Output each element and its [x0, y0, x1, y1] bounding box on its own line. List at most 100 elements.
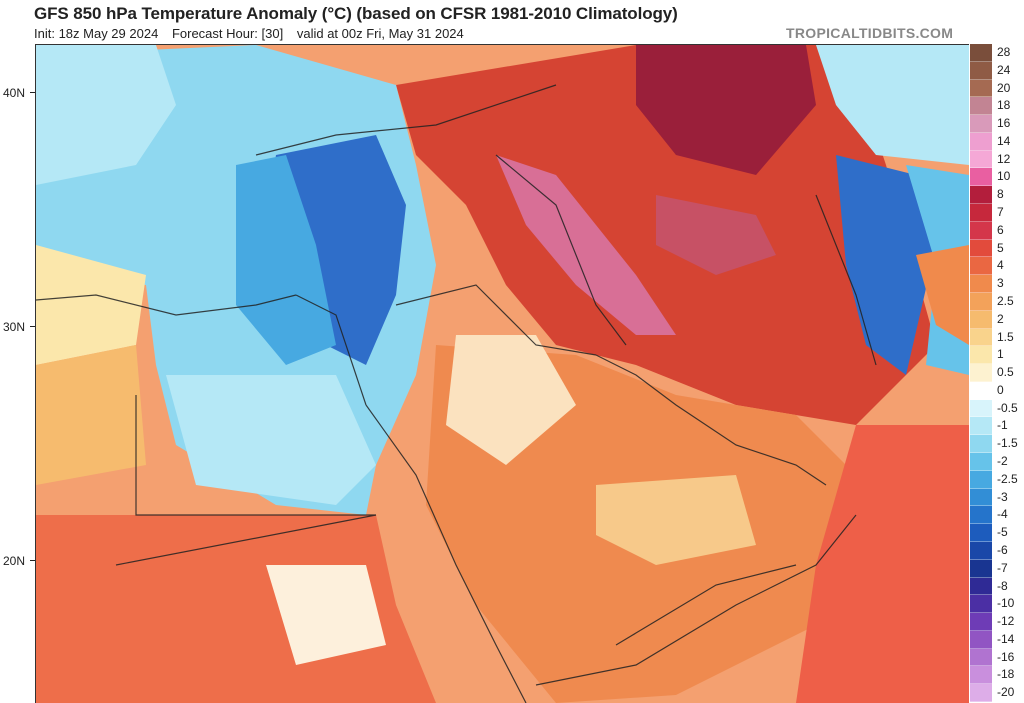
colorbar-label: 6 [997, 222, 1004, 237]
egypt-light-cold [166, 375, 376, 505]
lat-tick-30n [30, 326, 35, 327]
colorbar-swatch [970, 524, 992, 542]
colorbar-row: -1 [970, 417, 1024, 436]
colorbar-label: -3 [997, 489, 1008, 504]
lat-label-40n: 40N [3, 86, 26, 100]
colorbar-label: 24 [997, 62, 1011, 77]
colorbar-swatch [970, 239, 992, 258]
extreme-anomaly-north [636, 45, 816, 175]
colorbar-row: 8 [970, 186, 1024, 205]
colorbar-row: -0.5 [970, 399, 1024, 418]
valid-time: valid at 00z Fri, May 31 2024 [296, 26, 464, 41]
colorbar-swatch [970, 186, 992, 205]
colorbar-label: 28 [997, 45, 1011, 59]
colorbar-row: 10 [970, 168, 1024, 187]
colorbar-row: 12 [970, 150, 1024, 169]
colorbar-swatch [970, 310, 992, 329]
colorbar-swatch [970, 115, 992, 133]
colorbar-swatch [970, 577, 992, 596]
lat-label-20n: 20N [3, 554, 26, 568]
colorbar-row: 7 [970, 204, 1024, 222]
colorbar-swatch [970, 168, 992, 187]
colorbar-swatch [970, 61, 992, 80]
colorbar-swatch [970, 435, 992, 454]
colorbar-label: 4 [997, 258, 1004, 273]
colorbar-row: 0.5 [970, 364, 1024, 382]
colorbar-swatch [970, 648, 992, 667]
anomaly-field [36, 45, 969, 703]
colorbar-row: -3 [970, 488, 1024, 507]
colorbar-row: 5 [970, 239, 1024, 258]
colorbar-label: 16 [997, 116, 1011, 131]
colorbar-label: -2.5 [997, 471, 1018, 486]
coastline-arabia-south [535, 514, 857, 686]
map-header: GFS 850 hPa Temperature Anomaly (°C) (ba… [0, 0, 1024, 44]
colorbar-swatch [970, 79, 992, 98]
lat-tick-20n [30, 560, 35, 561]
colorbar-row: -20 [970, 684, 1024, 702]
colorbar-row: 16 [970, 115, 1024, 133]
coastline-levant [295, 294, 367, 406]
colorbar-label: -12 [997, 614, 1015, 629]
colorbar-swatch [970, 613, 992, 631]
colorbar-swatch [970, 506, 992, 525]
coastline-gulf [595, 354, 827, 486]
colorbar-row: -2 [970, 453, 1024, 471]
colorbar-label: 0 [997, 382, 1004, 397]
colorbar-label: 5 [997, 240, 1004, 255]
colorbar-swatch [970, 417, 992, 436]
arabia-yellow-patch [596, 475, 756, 565]
colorbar-label: 14 [997, 133, 1011, 148]
colorbar-row: 14 [970, 132, 1024, 151]
colorbar-label: -6 [997, 542, 1008, 557]
colorbar-label: 1 [997, 347, 1004, 362]
colorbar-swatch [970, 150, 992, 169]
coastline-red-sea [365, 404, 527, 703]
colorbar-row: 20 [970, 79, 1024, 98]
border-turkey [255, 84, 557, 156]
colorbar-row: 2 [970, 310, 1024, 329]
colorbar-row: -1.5 [970, 435, 1024, 454]
colorbar-row: -14 [970, 630, 1024, 649]
libya-warm-patch [36, 345, 146, 485]
colorbar-label: -18 [997, 667, 1015, 682]
cold-core-levant [266, 135, 406, 365]
colorbar-row: -8 [970, 577, 1024, 596]
colorbar-swatch [970, 221, 992, 240]
anomaly-map[interactable] [35, 44, 969, 703]
colorbar-swatch [970, 470, 992, 489]
colorbar-swatch [970, 364, 992, 382]
colorbar-label: -4 [997, 507, 1008, 522]
colorbar-row: 1 [970, 346, 1024, 365]
colorbar-label: -1.5 [997, 436, 1018, 451]
border-sudan [115, 514, 377, 566]
colorbar-label: 1.5 [997, 329, 1014, 344]
border-iran-pakistan [815, 194, 877, 366]
colorbar-label: -1 [997, 418, 1008, 433]
colorbar-swatch [970, 292, 992, 311]
colorbar-swatch [970, 346, 992, 365]
colorbar-row: -7 [970, 559, 1024, 578]
colorbar-label: 2.5 [997, 293, 1014, 308]
colorbar-swatch [970, 488, 992, 507]
colorbar-swatch [970, 559, 992, 578]
coastline-mediterranean [36, 294, 297, 316]
colorbar-row: 3 [970, 275, 1024, 293]
colorbar-swatch [970, 275, 992, 293]
colorbar-row: 28 [970, 44, 1024, 62]
colorbar-label: -0.5 [997, 400, 1018, 415]
border-saudi-north [395, 284, 597, 356]
colorbar-row: 2.5 [970, 292, 1024, 311]
colorbar-label: 7 [997, 205, 1004, 220]
colorbar-swatch [970, 44, 992, 62]
lat-tick-40n [30, 92, 35, 93]
colorbar-swatch [970, 630, 992, 649]
colorbar-row: -16 [970, 648, 1024, 667]
map-subtitle: Init: 18z May 29 2024 Forecast Hour: [30… [34, 26, 474, 41]
map-title: GFS 850 hPa Temperature Anomaly (°C) (ba… [34, 4, 678, 23]
colorbar-label: -10 [997, 596, 1015, 611]
peak-anomaly-iraq [496, 155, 676, 335]
colorbar-label: 18 [997, 98, 1011, 113]
border-yemen [615, 564, 797, 646]
colorbar-swatch [970, 595, 992, 614]
